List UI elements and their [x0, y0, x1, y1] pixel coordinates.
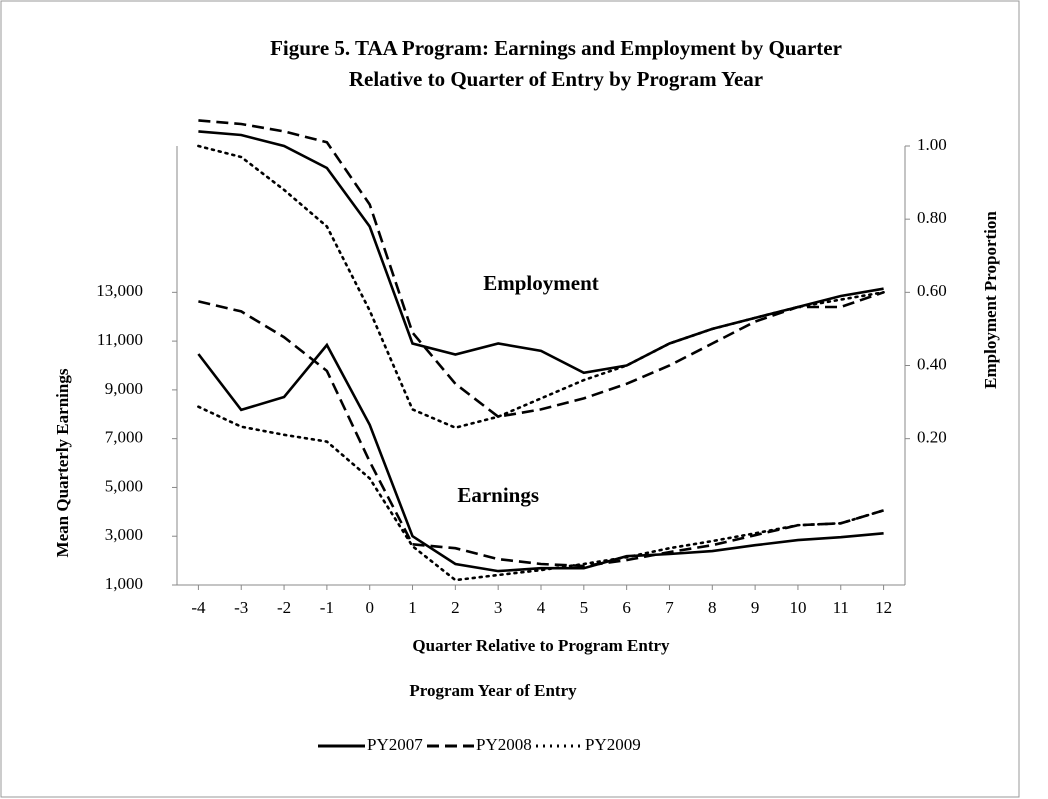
x-tick-label: 3	[494, 598, 503, 617]
y-tick-label: 9,000	[105, 379, 143, 398]
y2-tick-label: 0.60	[917, 281, 947, 300]
x-tick-label: 0	[365, 598, 374, 617]
x-tick-label: -4	[191, 598, 206, 617]
series-line	[197, 342, 884, 573]
y-axis-title: Mean Quarterly Earnings	[53, 368, 72, 557]
x-axis-title: Quarter Relative to Program Entry	[412, 636, 670, 655]
x-tick-label: -2	[277, 598, 291, 617]
y2-tick-label: 0.20	[917, 428, 947, 447]
x-tick-label: 2	[451, 598, 460, 617]
x-tick-label: 9	[751, 598, 760, 617]
y2-tick-label: 0.80	[917, 208, 947, 227]
x-tick-label: 7	[665, 598, 674, 617]
series-line	[197, 405, 885, 582]
annotation: Earnings	[457, 483, 539, 507]
y2-axis-title: Employment Proportion	[981, 211, 1000, 389]
y2-tick-label: 1.00	[917, 135, 947, 154]
series-line	[198, 119, 885, 419]
y-tick-label: 11,000	[97, 330, 143, 349]
y-tick-label: 7,000	[105, 428, 143, 447]
legend-title: Program Year of Entry	[409, 681, 577, 700]
chart-border	[0, 0, 1020, 798]
series-line	[197, 144, 885, 430]
x-tick-label: 6	[622, 598, 631, 617]
y2-tick-label: 0.40	[917, 354, 947, 373]
y-tick-label: 13,000	[96, 281, 143, 300]
x-tick-label: -3	[234, 598, 248, 617]
x-tick-label: 11	[833, 598, 849, 617]
legend-label: PY2008	[476, 735, 532, 754]
y-tick-label: 1,000	[105, 574, 143, 593]
x-tick-label: 10	[789, 598, 806, 617]
annotation: Employment	[483, 271, 599, 295]
legend-label: PY2007	[367, 735, 423, 754]
series-line	[198, 300, 884, 568]
y-tick-label: 3,000	[105, 525, 143, 544]
chart-title: Figure 5. TAA Program: Earnings and Empl…	[270, 36, 842, 60]
y-tick-label: 5,000	[105, 476, 143, 495]
x-tick-label: -1	[320, 598, 334, 617]
x-tick-label: 5	[580, 598, 589, 617]
chart-title: Relative to Quarter of Entry by Program …	[349, 67, 763, 91]
x-tick-label: 4	[537, 598, 546, 617]
legend-label: PY2009	[585, 735, 641, 754]
x-tick-label: 1	[408, 598, 417, 617]
x-tick-label: 12	[875, 598, 892, 617]
x-tick-label: 8	[708, 598, 717, 617]
